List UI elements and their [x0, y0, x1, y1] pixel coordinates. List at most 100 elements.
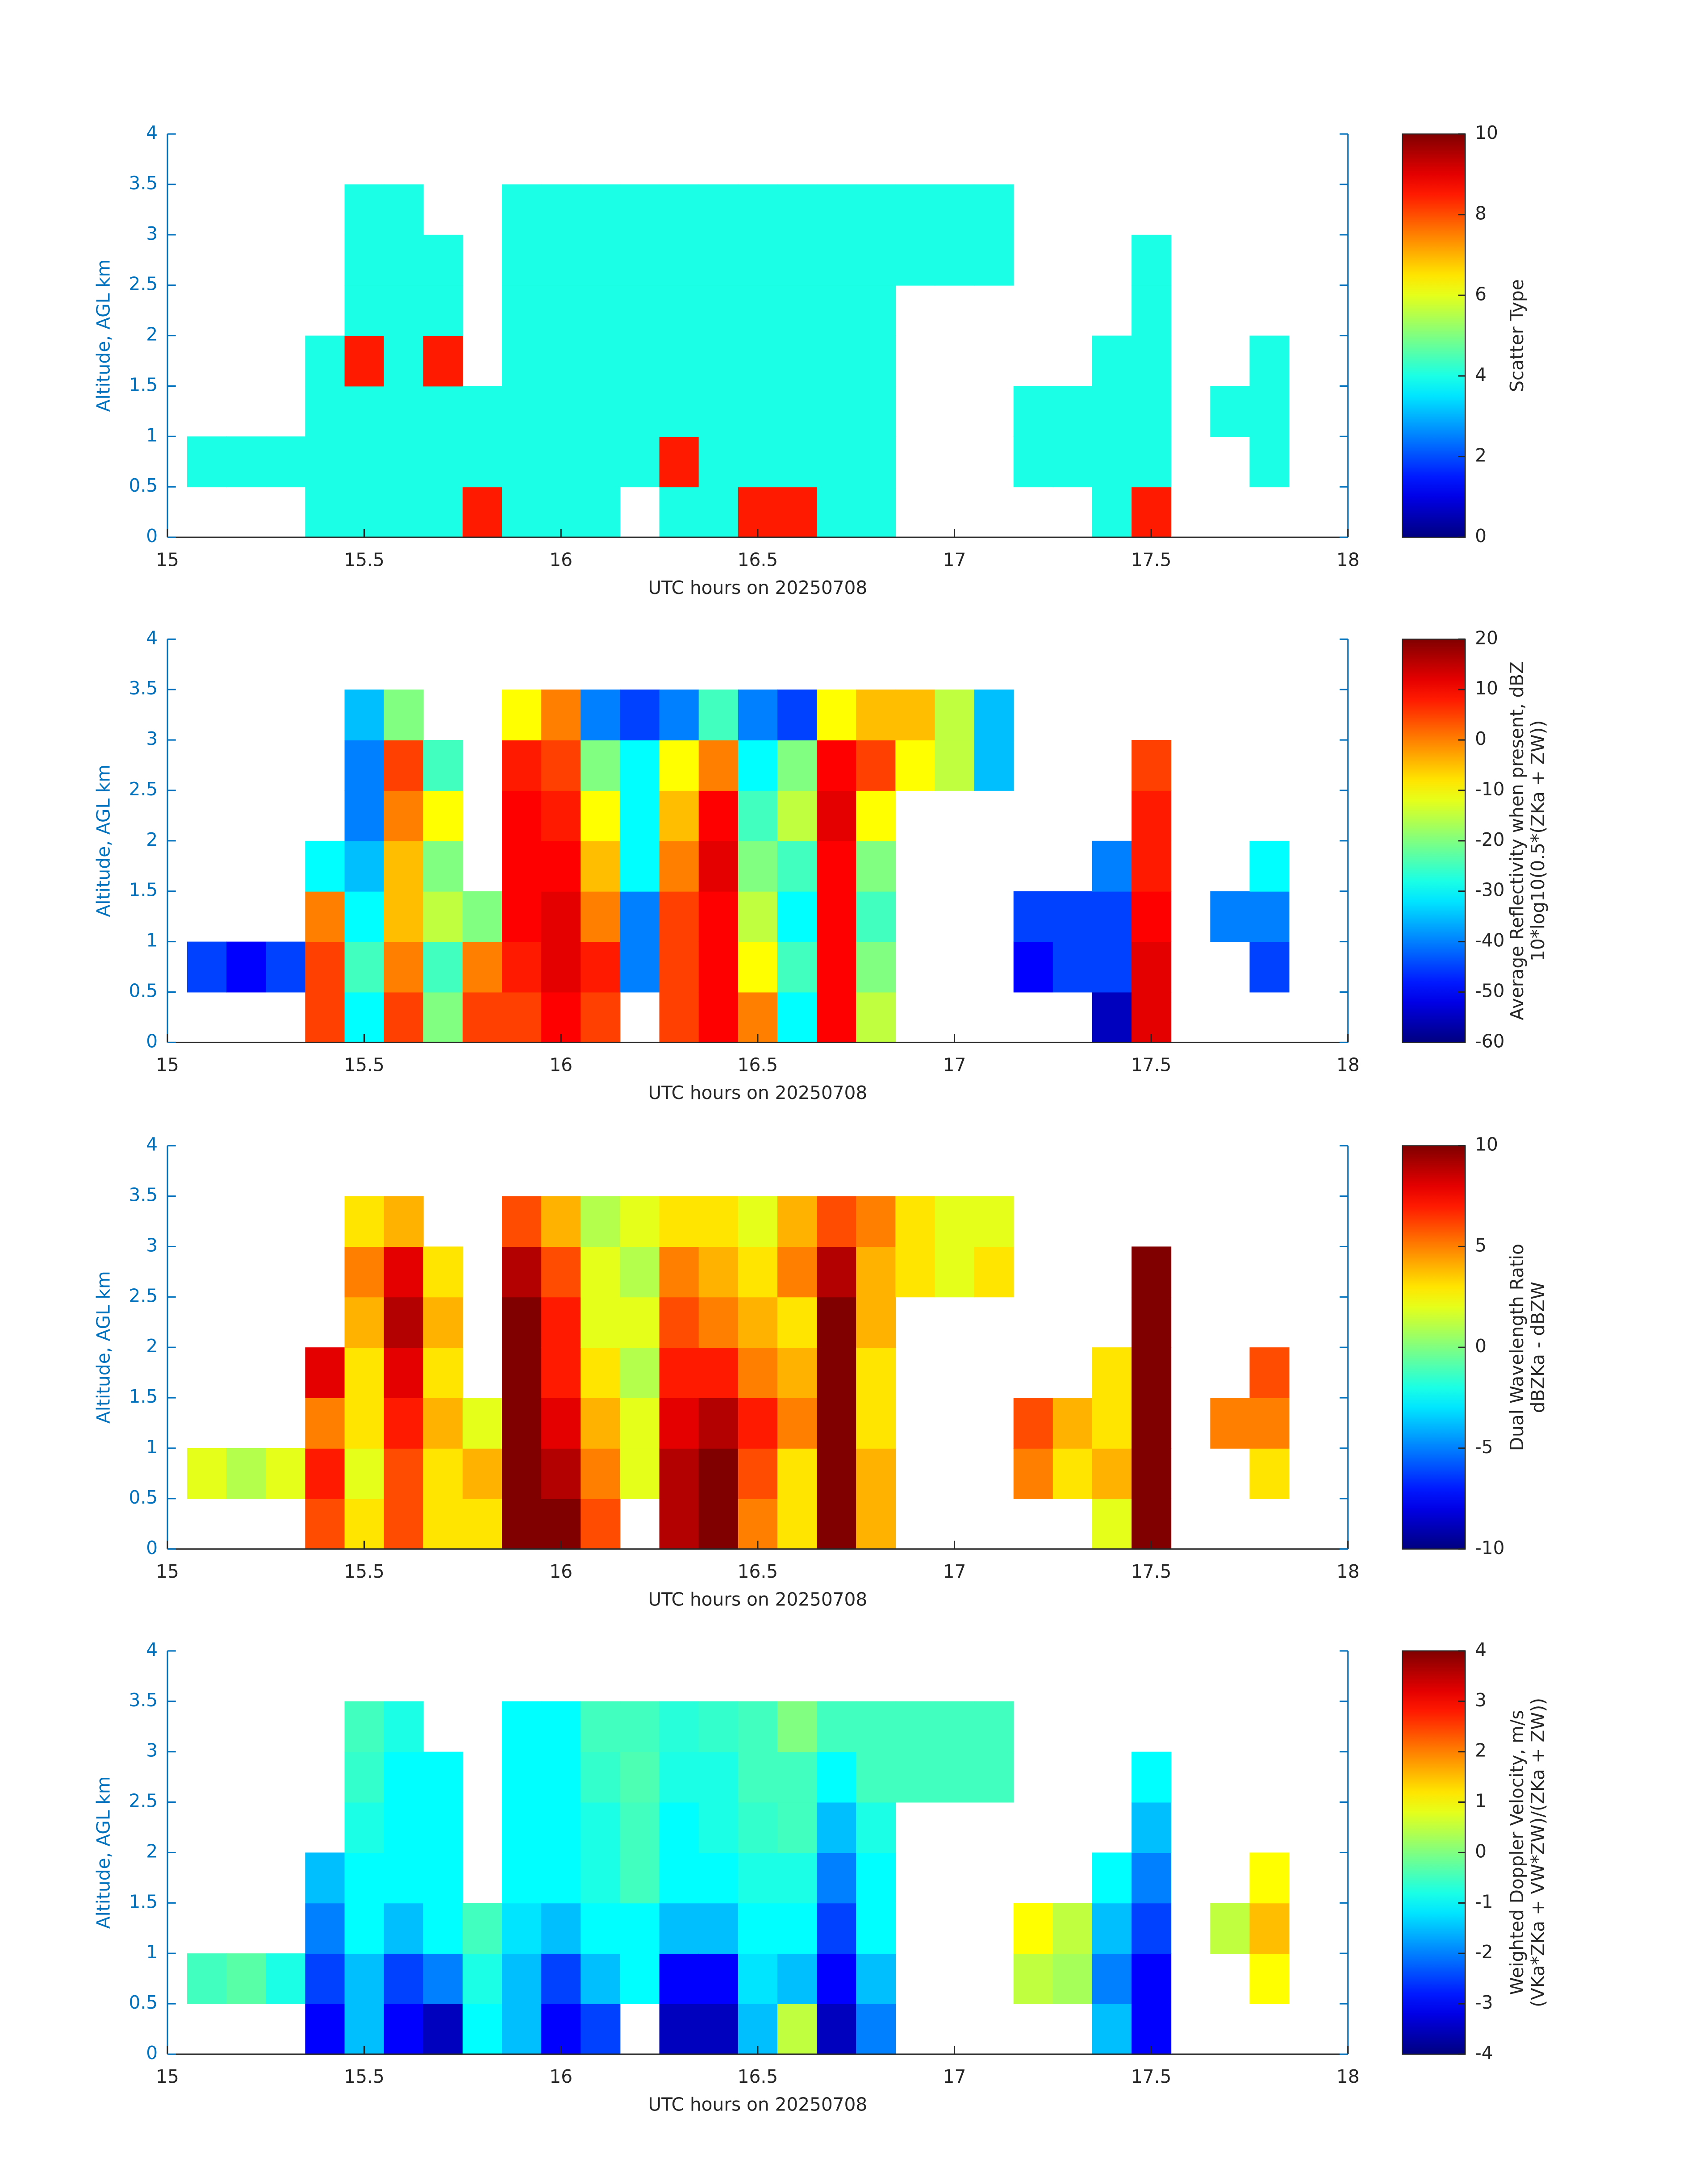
- cell: [974, 689, 1014, 740]
- heatmap-cells: [187, 184, 1290, 538]
- cell: [698, 1448, 739, 1499]
- cell: [384, 487, 424, 538]
- cell: [1092, 436, 1132, 488]
- cell: [698, 184, 739, 235]
- cell: [856, 790, 896, 841]
- cell: [895, 740, 935, 791]
- cell: [856, 1347, 896, 1399]
- cell: [344, 1246, 384, 1298]
- cell: [541, 1802, 581, 1853]
- cell: [502, 184, 542, 235]
- cell: [620, 689, 660, 740]
- cell: [502, 1398, 542, 1449]
- x-tick-label: 17: [943, 549, 966, 570]
- cell: [659, 1701, 699, 1752]
- x-axis-label: UTC hours on 20250708: [648, 1588, 868, 1610]
- cell: [1249, 891, 1290, 942]
- cell: [1013, 1903, 1053, 1954]
- cell: [777, 1498, 817, 1550]
- y-axis: 0 0.5 1 1.5 2 2.5 3 3.5 4: [129, 1639, 1348, 2064]
- cell: [1092, 840, 1132, 892]
- cell: [1092, 1347, 1132, 1399]
- cell: [344, 1903, 384, 1954]
- cell: [580, 487, 621, 538]
- cell: [580, 1751, 621, 1803]
- cell: [580, 234, 621, 286]
- colorbar-tick-label: -10: [1475, 778, 1504, 800]
- cell: [856, 1751, 896, 1803]
- cell: [384, 1701, 424, 1752]
- cell: [541, 941, 581, 993]
- cell: [384, 1751, 424, 1803]
- cell: [541, 285, 581, 336]
- colorbar-tick-label: 0: [1475, 525, 1487, 547]
- cell: [974, 184, 1014, 235]
- cell: [384, 1246, 424, 1298]
- cell: [817, 790, 857, 841]
- cell: [541, 1297, 581, 1348]
- x-tick-label: 15: [156, 1054, 179, 1076]
- colorbar-label: Average Reflectivity when present, dBZ: [1506, 661, 1528, 1020]
- cell: [541, 689, 581, 740]
- cell: [1132, 1751, 1172, 1803]
- y-tick-label: 1: [146, 424, 158, 446]
- cell: [344, 234, 384, 286]
- cell: [1249, 1347, 1290, 1399]
- cell: [1249, 1398, 1290, 1449]
- cell: [817, 1802, 857, 1853]
- cell: [856, 1953, 896, 2005]
- cell: [226, 1953, 267, 2005]
- cell: [777, 335, 817, 387]
- cell: [698, 992, 739, 1043]
- cell: [384, 285, 424, 336]
- cell: [1132, 1448, 1172, 1499]
- colorbar-tick-label: 4: [1475, 1639, 1487, 1660]
- cell: [817, 2004, 857, 2055]
- cell: [974, 740, 1014, 791]
- y-tick-label: 1: [146, 930, 158, 951]
- cell: [423, 436, 463, 488]
- cell: [817, 386, 857, 437]
- cell: [462, 1953, 502, 2005]
- cell: [659, 1347, 699, 1399]
- cell: [1132, 234, 1172, 286]
- cell: [541, 335, 581, 387]
- cell: [738, 740, 778, 791]
- cell: [580, 386, 621, 437]
- cell: [1092, 487, 1132, 538]
- cell: [895, 1751, 935, 1803]
- cell: [384, 891, 424, 942]
- colorbar-tick-label: -1: [1475, 1891, 1493, 1912]
- cell: [423, 487, 463, 538]
- cell: [541, 790, 581, 841]
- cell: [856, 285, 896, 336]
- x-tick-label: 16: [549, 1561, 572, 1582]
- colorbar-tick-label: 3: [1475, 1689, 1487, 1711]
- y-tick-label: 4: [146, 122, 158, 143]
- cell: [344, 436, 384, 488]
- y-tick-label: 1.5: [129, 1891, 158, 1912]
- cell: [659, 184, 699, 235]
- cell: [777, 1953, 817, 2005]
- cell: [344, 790, 384, 841]
- cell: [580, 1246, 621, 1298]
- cell: [659, 689, 699, 740]
- cell: [226, 1448, 267, 1499]
- x-tick-label: 16: [549, 1054, 572, 1076]
- cell: [1052, 941, 1093, 993]
- cell: [305, 840, 345, 892]
- cell: [423, 285, 463, 336]
- colorbar-tick-label: 5: [1475, 1234, 1487, 1256]
- cell: [1013, 1398, 1053, 1449]
- y-tick-label: 2: [146, 1840, 158, 1862]
- colorbar-tick-label: 0: [1475, 1335, 1487, 1357]
- cell: [698, 1852, 739, 1904]
- cell: [817, 1852, 857, 1904]
- y-tick-label: 4: [146, 627, 158, 648]
- cell: [659, 285, 699, 336]
- cell: [856, 234, 896, 286]
- y-tick-label: 2.5: [129, 1285, 158, 1306]
- x-tick-label: 16: [549, 2066, 572, 2087]
- cell: [580, 689, 621, 740]
